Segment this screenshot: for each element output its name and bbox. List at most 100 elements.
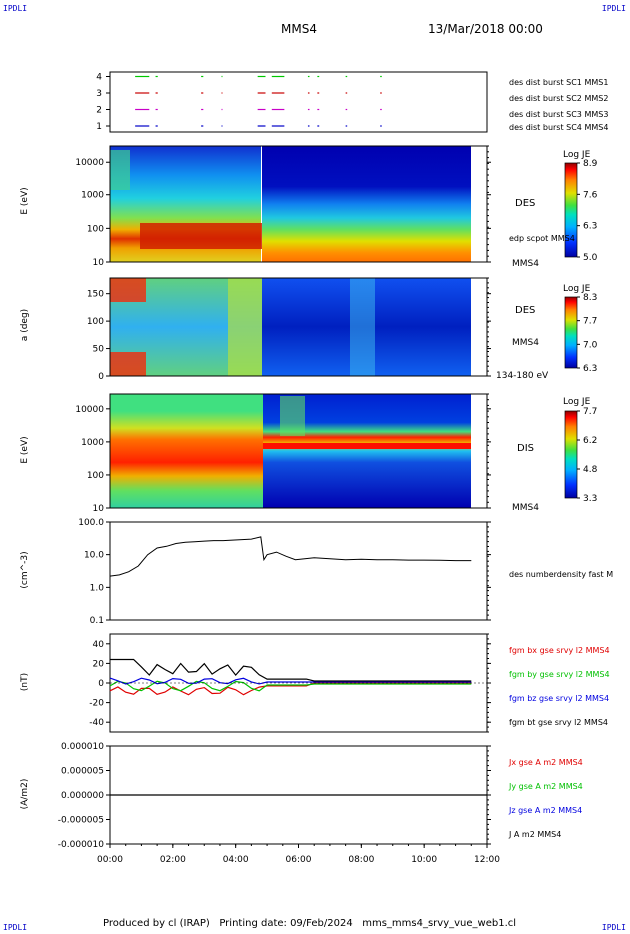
edp-scpot-label: edp scpot MMS4 <box>509 234 575 243</box>
des-pitch-instrument-label: DES <box>515 305 536 316</box>
des-instrument-label: DES <box>515 198 536 209</box>
colorbar-tick-label: 8.9 <box>583 159 598 169</box>
time-tick-label: 00:00 <box>97 855 123 865</box>
burst-ytick-label: 1 <box>96 122 102 132</box>
des-pitch-energy-label: 134-180 eV <box>496 371 549 381</box>
bfield-ytick-label: 20 <box>93 659 105 669</box>
colorbar-tick-label: 7.6 <box>583 190 598 200</box>
legend-jx: Jx gse A m2 MMS4 <box>509 758 583 767</box>
colorbar-tick-label: 8.3 <box>583 293 597 303</box>
bfield-series-line <box>109 677 472 685</box>
dis-energy-red-line <box>263 443 471 449</box>
colorbar-tick-label: 6.3 <box>583 364 597 374</box>
density-ytick-label: 0.1 <box>90 616 104 626</box>
time-tick-label: 02:00 <box>160 855 186 865</box>
time-tick-label: 10:00 <box>411 855 437 865</box>
des-pitch-yaxis: 0 50 100 150 <box>87 277 491 382</box>
dis-energy-ytick-label: 1000 <box>81 438 104 448</box>
des-energy-hot-band <box>140 223 262 249</box>
time-tick-label: 06:00 <box>286 855 312 865</box>
current-ytick-label: -0.000010 <box>58 840 104 850</box>
burst-ytick-label: 2 <box>96 106 102 116</box>
legend-j: J A m2 MMS4 <box>509 830 562 839</box>
corner-label-top-left: IPDLI <box>3 4 28 13</box>
dis-energy-panel: 10 100 1000 10000 <box>75 393 491 514</box>
bfield-ytick-label: 0 <box>98 679 104 689</box>
spacecraft-title: MMS4 <box>281 22 317 36</box>
des-pitch-sc-label: MMS4 <box>512 338 539 348</box>
dis-sc-label: MMS4 <box>512 503 539 513</box>
des-pitch-red-top <box>110 278 146 302</box>
legend-burst-mms1: des dist burst SC1 MMS1 <box>509 78 609 87</box>
des-pitch-yellow-band <box>228 278 262 376</box>
burst-panel: 1 2 3 4 <box>96 71 488 133</box>
dis-energy-ytick-label: 10 <box>93 504 105 514</box>
ylabel-density: (cm^-3) <box>20 551 30 589</box>
dis-energy-ytick-label: 100 <box>87 471 104 481</box>
burst-ytick-label: 3 <box>96 89 102 99</box>
date-title: 13/Mar/2018 00:00 <box>428 22 543 36</box>
current-yaxis: -0.000010 -0.000005 0.000000 0.000005 0.0000… <box>58 742 491 850</box>
des-energy-ytick-label: 1000 <box>81 191 104 201</box>
colorbar-tick-label: 7.7 <box>583 407 597 417</box>
density-yaxis: 0.1 1.0 10.0 100.0 <box>78 518 491 626</box>
legend-by: fgm by gse srvy l2 MMS4 <box>509 670 610 679</box>
burst-yaxis: 1 2 3 4 <box>96 73 110 132</box>
dis-instrument-label: DIS <box>517 443 534 454</box>
density-frame <box>109 521 488 621</box>
des-pitch-ytick-label: 50 <box>93 345 105 355</box>
colorbar-tick-label: 6.3 <box>583 222 597 232</box>
colorbar-tick-label: 5.0 <box>583 253 598 263</box>
des-energy-ytick-label: 100 <box>87 224 104 234</box>
colorbar-des-energy-title: Log JE <box>563 150 591 160</box>
colorbar-tick-label: 7.0 <box>583 340 598 350</box>
density-ytick-label: 10.0 <box>84 551 104 561</box>
ylabel-bfield: (nT) <box>20 672 30 692</box>
legend-burst-mms4: des dist burst SC4 MMS4 <box>509 123 609 132</box>
colorbar-des-pitch-title: Log JE <box>563 284 591 294</box>
corner-label-top-right: IPDLI <box>601 4 626 13</box>
des-energy-early-green <box>110 150 130 190</box>
current-panel: -0.000010 -0.000005 0.000000 0.000005 0.0000… <box>58 742 491 850</box>
time-tick-label: 08:00 <box>348 855 374 865</box>
dis-energy-spectrogram-early <box>110 394 263 508</box>
dis-energy-ytick-label: 10000 <box>75 405 104 415</box>
legend-bt: fgm bt gse srvy l2 MMS4 <box>509 718 608 727</box>
legend-bx: fgm bx gse srvy l2 MMS4 <box>509 646 610 655</box>
corner-label-bottom-left: IPDLI <box>3 923 28 932</box>
bfield-ytick-label: -20 <box>89 699 104 709</box>
des-energy-sc-label: MMS4 <box>512 259 539 269</box>
colorbar-tick-label: 4.8 <box>583 465 598 475</box>
des-energy-ytick-label: 10000 <box>75 158 104 168</box>
colorbar-dis-energy <box>564 410 578 499</box>
colorbar-dis-energy-title: Log JE <box>563 397 591 407</box>
des-pitch-ytick-label: 0 <box>98 372 104 382</box>
legend-jz: Jz gse A m2 MMS4 <box>509 806 583 815</box>
des-pitch-panel: 0 50 100 150 <box>87 277 491 382</box>
density-ytick-label: 100.0 <box>78 518 104 528</box>
current-ytick-label: -0.000005 <box>58 816 104 826</box>
corner-label-bottom-right: IPDLI <box>601 923 626 932</box>
bfield-yaxis: -40 -20 0 20 40 <box>89 633 491 733</box>
density-series-line <box>109 536 472 577</box>
ylabel-dis-energy: E (eV) <box>20 436 30 464</box>
bfield-series-line <box>109 680 472 692</box>
burst-segments <box>135 75 382 127</box>
colorbar-des-energy <box>564 162 578 258</box>
bfield-panel: -40 -20 0 20 40 <box>89 633 491 733</box>
bfield-ytick-label: 40 <box>93 640 105 650</box>
dis-energy-green-burst <box>280 396 305 436</box>
bfield-ytick-label: -40 <box>89 718 104 728</box>
legend-jy: Jy gse A m2 MMS4 <box>509 782 583 791</box>
burst-ytick-label: 4 <box>96 73 102 83</box>
ylabel-des-pitch: a (deg) <box>20 308 30 342</box>
des-energy-ytick-label: 10 <box>93 258 105 268</box>
dis-energy-yaxis: 10 100 1000 10000 <box>75 393 491 514</box>
ylabel-des-energy: E (eV) <box>20 187 30 215</box>
footer-credit: Produced by cl (IRAP) Printing date: 09/… <box>103 918 517 929</box>
bfield-series <box>109 658 487 696</box>
burst-panel-frame <box>109 71 488 133</box>
time-tick-label: 04:00 <box>223 855 249 865</box>
colorbar-tick-label: 3.3 <box>583 494 597 504</box>
